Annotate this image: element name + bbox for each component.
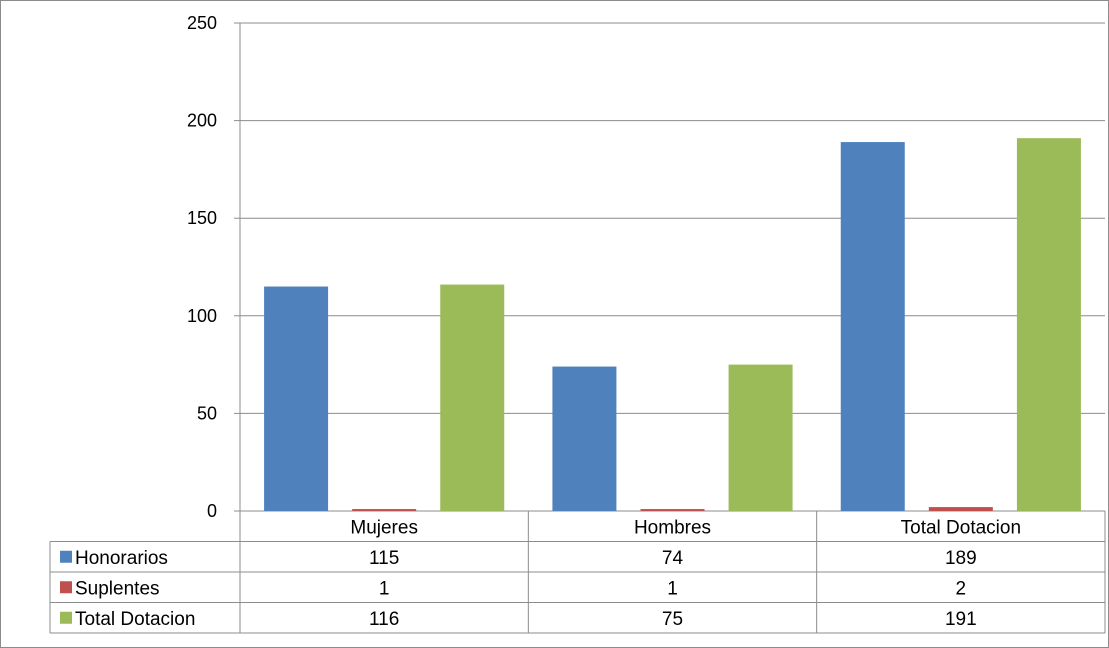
bar-total-dotacion [440, 284, 505, 511]
bar-honorarios [552, 366, 617, 511]
bar-honorarios [840, 142, 905, 511]
legend-key [60, 550, 72, 563]
bar-honorarios [264, 286, 329, 511]
legend-key [60, 611, 72, 624]
y-tick-label: 150 [187, 208, 217, 228]
data-value-label: 191 [945, 609, 977, 630]
y-tick-label: 0 [207, 501, 217, 521]
series-name: Total Dotacion [75, 609, 195, 630]
data-value-label: 1 [379, 578, 390, 599]
y-tick-label: 100 [187, 306, 217, 326]
bar-total-dotacion [1016, 138, 1081, 511]
bar-suplentes [352, 509, 417, 511]
legend-key [60, 581, 72, 594]
y-tick-label: 50 [197, 403, 217, 423]
category-label: Mujeres [350, 517, 418, 538]
data-value-label: 75 [662, 609, 683, 630]
bar-total-dotacion [728, 364, 793, 511]
data-value-label: 2 [956, 578, 967, 599]
category-label: Hombres [634, 517, 711, 538]
data-value-label: 115 [369, 548, 399, 569]
series-name: Honorarios [75, 548, 168, 569]
data-value-label: 189 [945, 548, 977, 569]
y-tick-label: 200 [187, 111, 217, 131]
data-value-label: 1 [667, 578, 678, 599]
y-tick-label: 250 [187, 13, 217, 33]
bar-suplentes [640, 509, 705, 511]
category-label: Total Dotacion [901, 517, 1021, 538]
data-value-label: 74 [662, 548, 684, 569]
series-name: Suplentes [75, 578, 160, 599]
bar-suplentes [928, 507, 993, 511]
data-value-label: 116 [369, 609, 399, 630]
